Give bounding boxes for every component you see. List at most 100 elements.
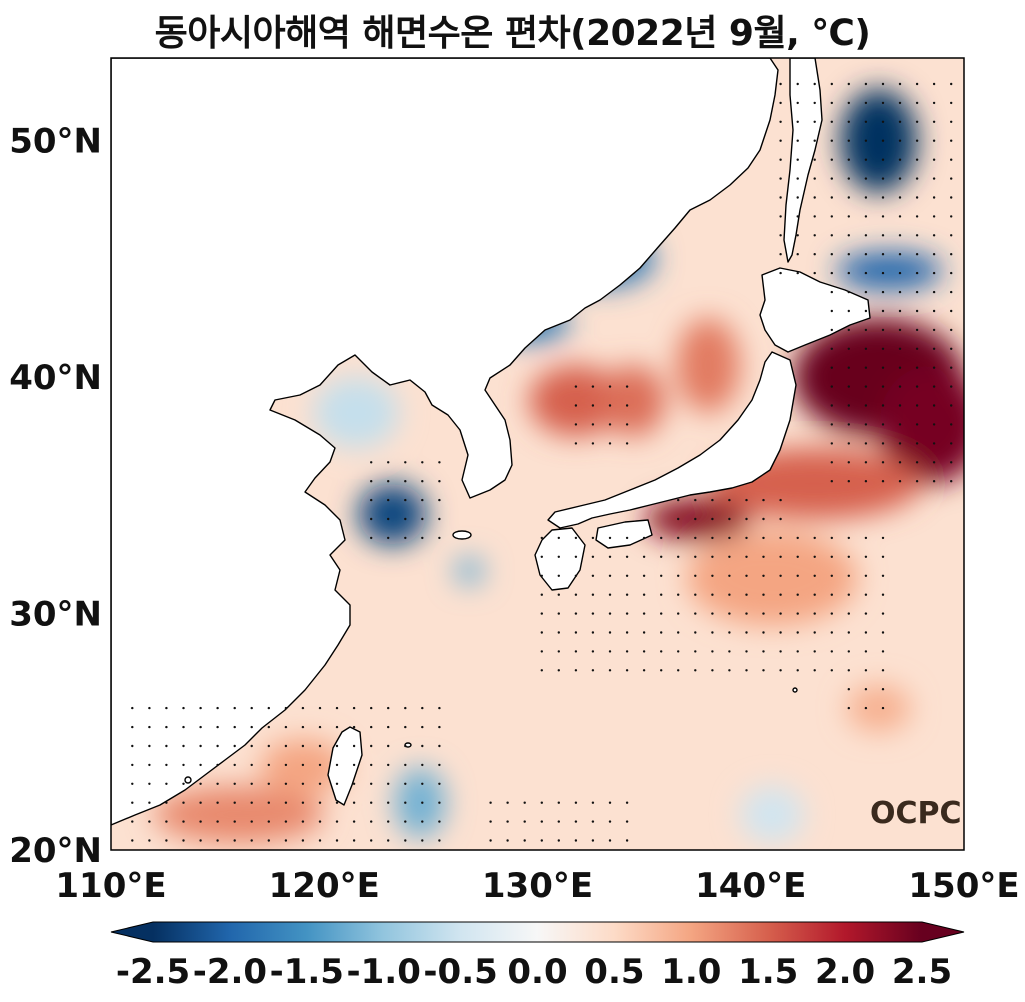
significance-dot [574, 593, 578, 596]
significance-dot [898, 253, 902, 256]
significance-dot [301, 839, 305, 842]
significance-dot [421, 480, 424, 483]
significance-dot [404, 763, 407, 767]
significance-dot [864, 366, 868, 369]
significance-dot [898, 120, 902, 124]
significance-dot [864, 461, 868, 464]
significance-dot [216, 725, 219, 729]
significance-dot [421, 517, 424, 521]
significance-dot [915, 461, 919, 464]
significance-dot [233, 839, 236, 842]
significance-dot [932, 82, 936, 86]
significance-dot [796, 177, 799, 180]
significance-dot [762, 517, 765, 521]
colorbar-tick-label: -0.5 [423, 952, 497, 992]
significance-dot [830, 82, 833, 86]
significance-dot [898, 442, 902, 445]
significance-dot [711, 536, 714, 540]
significance-dot [898, 177, 902, 180]
significance-dot [864, 271, 868, 275]
significance-dot [847, 385, 850, 388]
sakhalin-island [783, 58, 823, 263]
significance-dot [830, 366, 833, 369]
significance-dot [404, 480, 407, 483]
significance-dot [881, 309, 885, 313]
plot-area: OCPC [111, 58, 964, 850]
significance-dot [199, 820, 202, 823]
colorbar-ticks: -2.5 -2.0 -1.5 -1.0 -0.5 0.0 0.5 1.0 1.5 2.0 2.5 [116, 952, 952, 992]
colorbar-outline [110, 921, 965, 943]
significance-dot [557, 839, 560, 842]
significance-dot [284, 801, 288, 804]
significance-dot [864, 612, 868, 615]
significance-dot [216, 801, 219, 804]
significance-dot [642, 536, 646, 540]
significance-dot [932, 234, 936, 237]
significance-dot [762, 612, 765, 615]
land-mask [111, 58, 871, 826]
significance-dot [608, 612, 612, 615]
significance-dot [830, 120, 833, 124]
significance-dot [284, 744, 288, 748]
significance-dot [898, 461, 902, 464]
significance-dot [404, 498, 407, 502]
significance-dot [352, 706, 356, 710]
significance-dot [864, 328, 868, 332]
significance-dot [881, 120, 885, 124]
significance-dot [233, 744, 236, 748]
significance-dot [950, 461, 953, 464]
anomaly-region [676, 318, 741, 413]
significance-dot [864, 404, 868, 407]
significance-dot [131, 820, 134, 823]
significance-dot [677, 593, 680, 596]
significance-dot [864, 669, 868, 672]
significance-dot [898, 423, 902, 426]
significance-dot [660, 650, 663, 653]
significance-dot [950, 328, 953, 332]
significance-dot [881, 669, 885, 672]
significance-dot [404, 706, 407, 710]
significance-dot [694, 631, 697, 634]
significance-dot [796, 555, 799, 558]
significance-dot [148, 763, 151, 767]
significance-dot [950, 385, 953, 388]
significance-dot [233, 782, 236, 785]
significance-dot [796, 593, 799, 596]
anomaly-region [740, 786, 805, 843]
hokkaido-island [759, 267, 871, 353]
significance-dot [950, 101, 953, 105]
map-frame [110, 57, 965, 851]
significance-dot [608, 423, 612, 426]
significance-dot [608, 631, 612, 634]
significance-dot [915, 158, 919, 161]
significance-dot [284, 706, 288, 710]
significance-dot [608, 839, 612, 842]
significance-dot [489, 801, 492, 804]
jeju-island [452, 530, 472, 540]
significance-dot [813, 271, 816, 275]
significance-dot [711, 555, 714, 558]
significance-dot [950, 158, 953, 161]
significance-dot [881, 234, 885, 237]
significance-dot [216, 820, 219, 823]
significance-dot [847, 574, 850, 577]
significance-dot [728, 574, 731, 577]
anomaly-region [528, 365, 623, 437]
significance-dot [881, 461, 885, 464]
significance-dot [830, 404, 833, 407]
significance-dot [881, 650, 885, 653]
significance-dot [199, 744, 202, 748]
significance-dot [932, 480, 936, 483]
significance-dot [830, 593, 833, 596]
significance-dot [694, 517, 697, 521]
significance-dot [813, 555, 816, 558]
significance-dot [813, 253, 816, 256]
significance-dot [881, 536, 885, 540]
significance-dot [932, 385, 936, 388]
x-tick-label: 120°E [269, 866, 380, 906]
significance-dot [267, 782, 270, 785]
significance-dot [898, 234, 902, 237]
honshu-island [547, 351, 797, 529]
significance-dot [165, 839, 168, 842]
significance-dot [881, 555, 885, 558]
